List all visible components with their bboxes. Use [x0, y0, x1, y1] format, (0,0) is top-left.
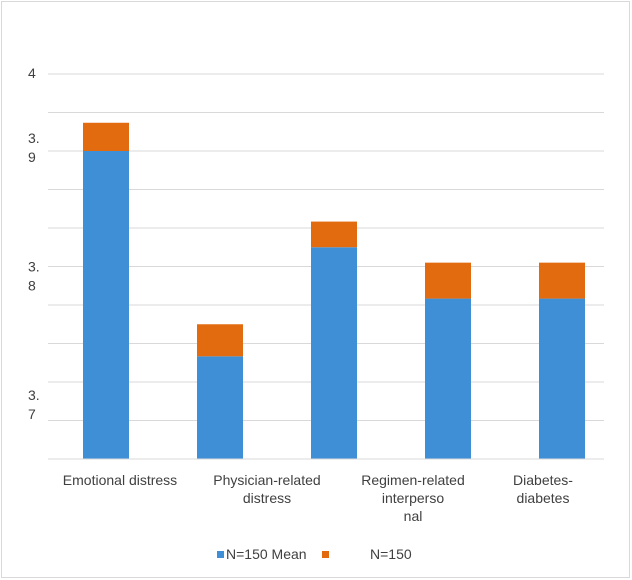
gridlines	[48, 73, 604, 421]
bar-mean	[83, 151, 129, 459]
legend-label-mean: N=150 Mean	[226, 546, 307, 562]
y-tick-label: 8	[28, 278, 36, 294]
y-tick-label: 3.	[28, 259, 40, 275]
legend-label-n: N=150	[370, 546, 412, 562]
x-category-label: interperso	[382, 490, 444, 506]
bars	[83, 122, 585, 459]
x-category-label: Diabetes-	[513, 472, 573, 488]
bar-n	[197, 324, 243, 357]
bar-n	[425, 262, 471, 299]
y-tick-label: 9	[28, 149, 36, 165]
bar-mean	[197, 356, 243, 459]
legend-swatch-n	[322, 551, 329, 558]
y-tick-label: 3.	[28, 387, 40, 403]
y-tick-label: 3.	[28, 130, 40, 146]
bar-mean	[311, 247, 357, 459]
y-tick-label: 4	[28, 65, 36, 81]
bar-mean	[425, 298, 471, 459]
x-category-label: Regimen-related	[361, 472, 465, 488]
x-category-label: distress	[243, 490, 291, 506]
y-axis-ticks: 4 3. 9 3. 8 3. 7	[28, 65, 40, 422]
legend: N=150 Mean N=150	[217, 546, 412, 562]
bar-mean	[539, 298, 585, 459]
x-category-label: nal	[404, 508, 423, 524]
bar-n	[311, 221, 357, 248]
x-axis-labels: Emotional distress Physician-related distr…	[63, 472, 573, 524]
bar-n	[539, 262, 585, 299]
x-category-label: diabetes	[517, 490, 570, 506]
legend-swatch-mean	[217, 551, 224, 558]
bar-n	[83, 122, 129, 151]
x-category-label: Emotional distress	[63, 472, 177, 488]
y-tick-label: 7	[28, 406, 36, 422]
x-category-label: Physician-related	[213, 472, 320, 488]
